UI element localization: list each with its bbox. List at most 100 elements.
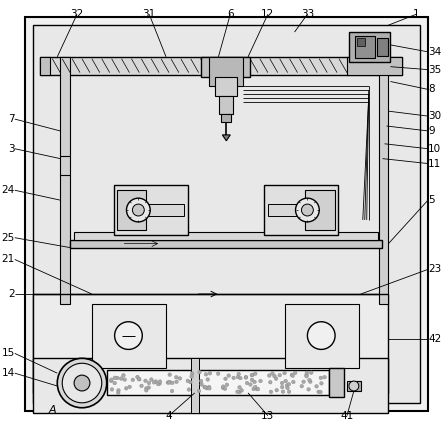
Circle shape <box>189 380 192 384</box>
Bar <box>201 57 250 76</box>
Bar <box>40 57 402 74</box>
Circle shape <box>168 381 171 384</box>
Circle shape <box>307 322 335 349</box>
Circle shape <box>144 388 148 392</box>
Circle shape <box>116 376 119 380</box>
Circle shape <box>131 378 135 382</box>
Circle shape <box>253 385 257 389</box>
Circle shape <box>113 376 117 380</box>
Circle shape <box>349 381 359 391</box>
Bar <box>264 185 338 235</box>
Bar <box>268 204 305 216</box>
Circle shape <box>123 378 126 381</box>
Circle shape <box>109 379 113 382</box>
Circle shape <box>251 373 254 377</box>
Text: 35: 35 <box>428 65 441 75</box>
Circle shape <box>147 381 151 385</box>
Circle shape <box>147 386 151 389</box>
Circle shape <box>284 379 288 383</box>
Text: 13: 13 <box>261 411 275 421</box>
Circle shape <box>117 388 120 392</box>
Bar <box>33 294 389 393</box>
Circle shape <box>208 387 211 390</box>
Circle shape <box>205 386 209 390</box>
Circle shape <box>221 386 225 390</box>
Circle shape <box>156 382 160 386</box>
Circle shape <box>57 358 107 408</box>
Circle shape <box>317 390 320 394</box>
Bar <box>146 204 184 216</box>
Circle shape <box>225 383 229 387</box>
Text: 4: 4 <box>166 411 172 421</box>
Circle shape <box>319 376 323 380</box>
Circle shape <box>200 382 203 386</box>
Circle shape <box>206 378 210 381</box>
Circle shape <box>232 376 235 380</box>
Circle shape <box>110 388 114 391</box>
Bar <box>114 185 188 235</box>
Circle shape <box>268 374 271 377</box>
Circle shape <box>207 385 211 389</box>
Circle shape <box>158 382 161 385</box>
Circle shape <box>280 381 284 385</box>
Circle shape <box>310 371 313 374</box>
Circle shape <box>285 384 289 387</box>
Circle shape <box>175 380 178 383</box>
Circle shape <box>117 391 120 394</box>
Circle shape <box>308 380 312 383</box>
Bar <box>219 96 233 114</box>
Text: A: A <box>49 405 56 415</box>
Circle shape <box>140 384 144 388</box>
Circle shape <box>281 390 285 394</box>
Circle shape <box>259 379 262 383</box>
Circle shape <box>144 379 147 382</box>
Circle shape <box>302 380 305 383</box>
Circle shape <box>320 382 323 385</box>
Text: 11: 11 <box>428 159 441 169</box>
Circle shape <box>236 390 239 394</box>
Bar <box>379 57 389 304</box>
Circle shape <box>323 375 326 379</box>
Bar <box>191 358 198 413</box>
Circle shape <box>62 363 102 403</box>
Circle shape <box>74 375 90 391</box>
Circle shape <box>208 371 212 375</box>
Circle shape <box>144 387 148 390</box>
Circle shape <box>110 378 113 382</box>
Circle shape <box>291 380 295 384</box>
Text: 31: 31 <box>143 9 156 19</box>
Circle shape <box>307 388 311 391</box>
Circle shape <box>224 377 227 380</box>
Bar <box>347 57 402 74</box>
Circle shape <box>275 388 279 392</box>
Circle shape <box>274 377 278 380</box>
Bar <box>329 368 344 397</box>
Circle shape <box>222 385 225 388</box>
Circle shape <box>269 390 273 394</box>
Circle shape <box>216 372 220 375</box>
Bar <box>222 114 231 122</box>
Bar <box>357 38 365 46</box>
Text: 7: 7 <box>8 114 15 124</box>
Circle shape <box>223 387 227 391</box>
Circle shape <box>115 322 142 349</box>
Circle shape <box>291 374 295 377</box>
Text: 12: 12 <box>261 9 275 19</box>
Circle shape <box>204 373 208 376</box>
Circle shape <box>171 381 174 385</box>
Circle shape <box>124 387 128 390</box>
Circle shape <box>255 387 259 391</box>
Circle shape <box>253 372 257 375</box>
Circle shape <box>307 378 311 382</box>
Circle shape <box>252 387 256 391</box>
Bar <box>305 190 335 230</box>
Circle shape <box>137 377 140 381</box>
Text: 2: 2 <box>8 289 15 299</box>
Bar <box>60 57 70 304</box>
Text: 6: 6 <box>227 9 233 19</box>
Circle shape <box>250 374 253 377</box>
Circle shape <box>305 373 308 377</box>
Circle shape <box>278 374 281 377</box>
Text: 1: 1 <box>413 9 420 19</box>
Circle shape <box>305 371 309 374</box>
